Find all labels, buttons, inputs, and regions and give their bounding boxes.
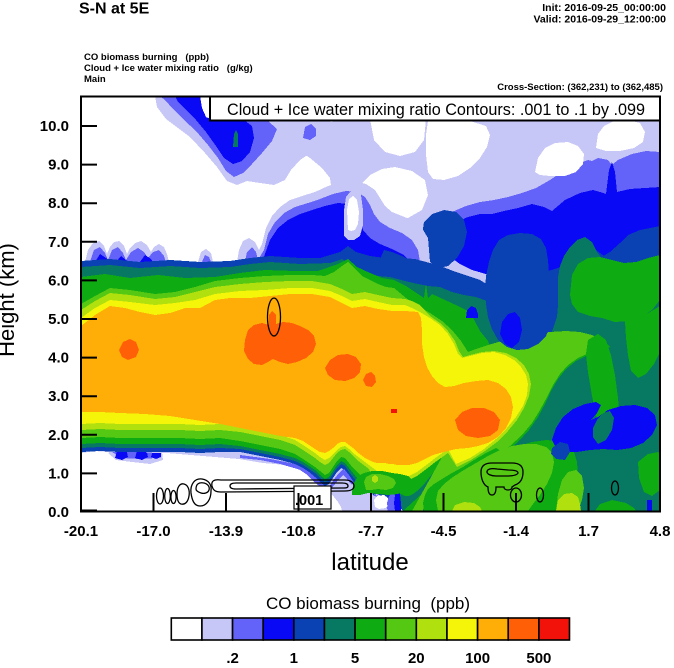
svg-text:-17.0: -17.0 [136,523,170,540]
svg-text:5.0: 5.0 [48,311,69,328]
svg-text:1: 1 [290,650,298,667]
svg-text:Cross-Section: (362,231) to (3: Cross-Section: (362,231) to (362,485) [497,82,663,93]
svg-text:1.7: 1.7 [578,523,599,540]
svg-text:Main: Main [84,74,106,85]
svg-text:3.0: 3.0 [48,388,69,405]
svg-text:1.0: 1.0 [48,465,69,482]
svg-text:latitude: latitude [331,549,408,576]
svg-text:-10.8: -10.8 [281,523,315,540]
svg-text:9.0: 9.0 [48,157,69,174]
svg-text:6.0: 6.0 [48,272,69,289]
svg-text:500: 500 [526,650,551,667]
svg-text:20: 20 [408,650,425,667]
svg-text:2.0: 2.0 [48,427,69,444]
svg-text:-1.4: -1.4 [503,523,530,540]
svg-text:-13.9: -13.9 [209,523,243,540]
svg-text:Init: 2016-09-25_00:00:00: Init: 2016-09-25_00:00:00 [542,2,666,14]
svg-text:Height (km): Height (km) [0,243,19,357]
svg-text:0.0: 0.0 [48,504,69,521]
svg-text:10.0: 10.0 [40,118,69,135]
svg-text:Cloud + Ice water mixing ratio: Cloud + Ice water mixing ratio (g/kg) [84,63,253,74]
svg-text:4.0: 4.0 [48,350,69,367]
svg-text:.2: .2 [226,650,239,667]
svg-text:4.8: 4.8 [650,523,671,540]
svg-text:Cloud + Ice water mixing ratio: Cloud + Ice water mixing ratio Contours:… [227,101,645,119]
svg-text:Valid: 2016-09-29_12:00:00: Valid: 2016-09-29_12:00:00 [533,14,666,26]
svg-text:100: 100 [465,650,490,667]
svg-text:7.0: 7.0 [48,234,69,251]
svg-text:.001: .001 [295,493,323,509]
svg-text:S-N at 5E: S-N at 5E [79,1,150,18]
svg-text:5: 5 [351,650,359,667]
svg-text:-7.7: -7.7 [358,523,384,540]
svg-text:-4.5: -4.5 [431,523,457,540]
svg-text:-20.1: -20.1 [64,523,98,540]
svg-text:CO biomass burning (ppb): CO biomass burning (ppb) [266,594,470,613]
svg-text:8.0: 8.0 [48,195,69,212]
svg-text:CO biomass burning (ppb): CO biomass burning (ppb) [84,52,209,63]
